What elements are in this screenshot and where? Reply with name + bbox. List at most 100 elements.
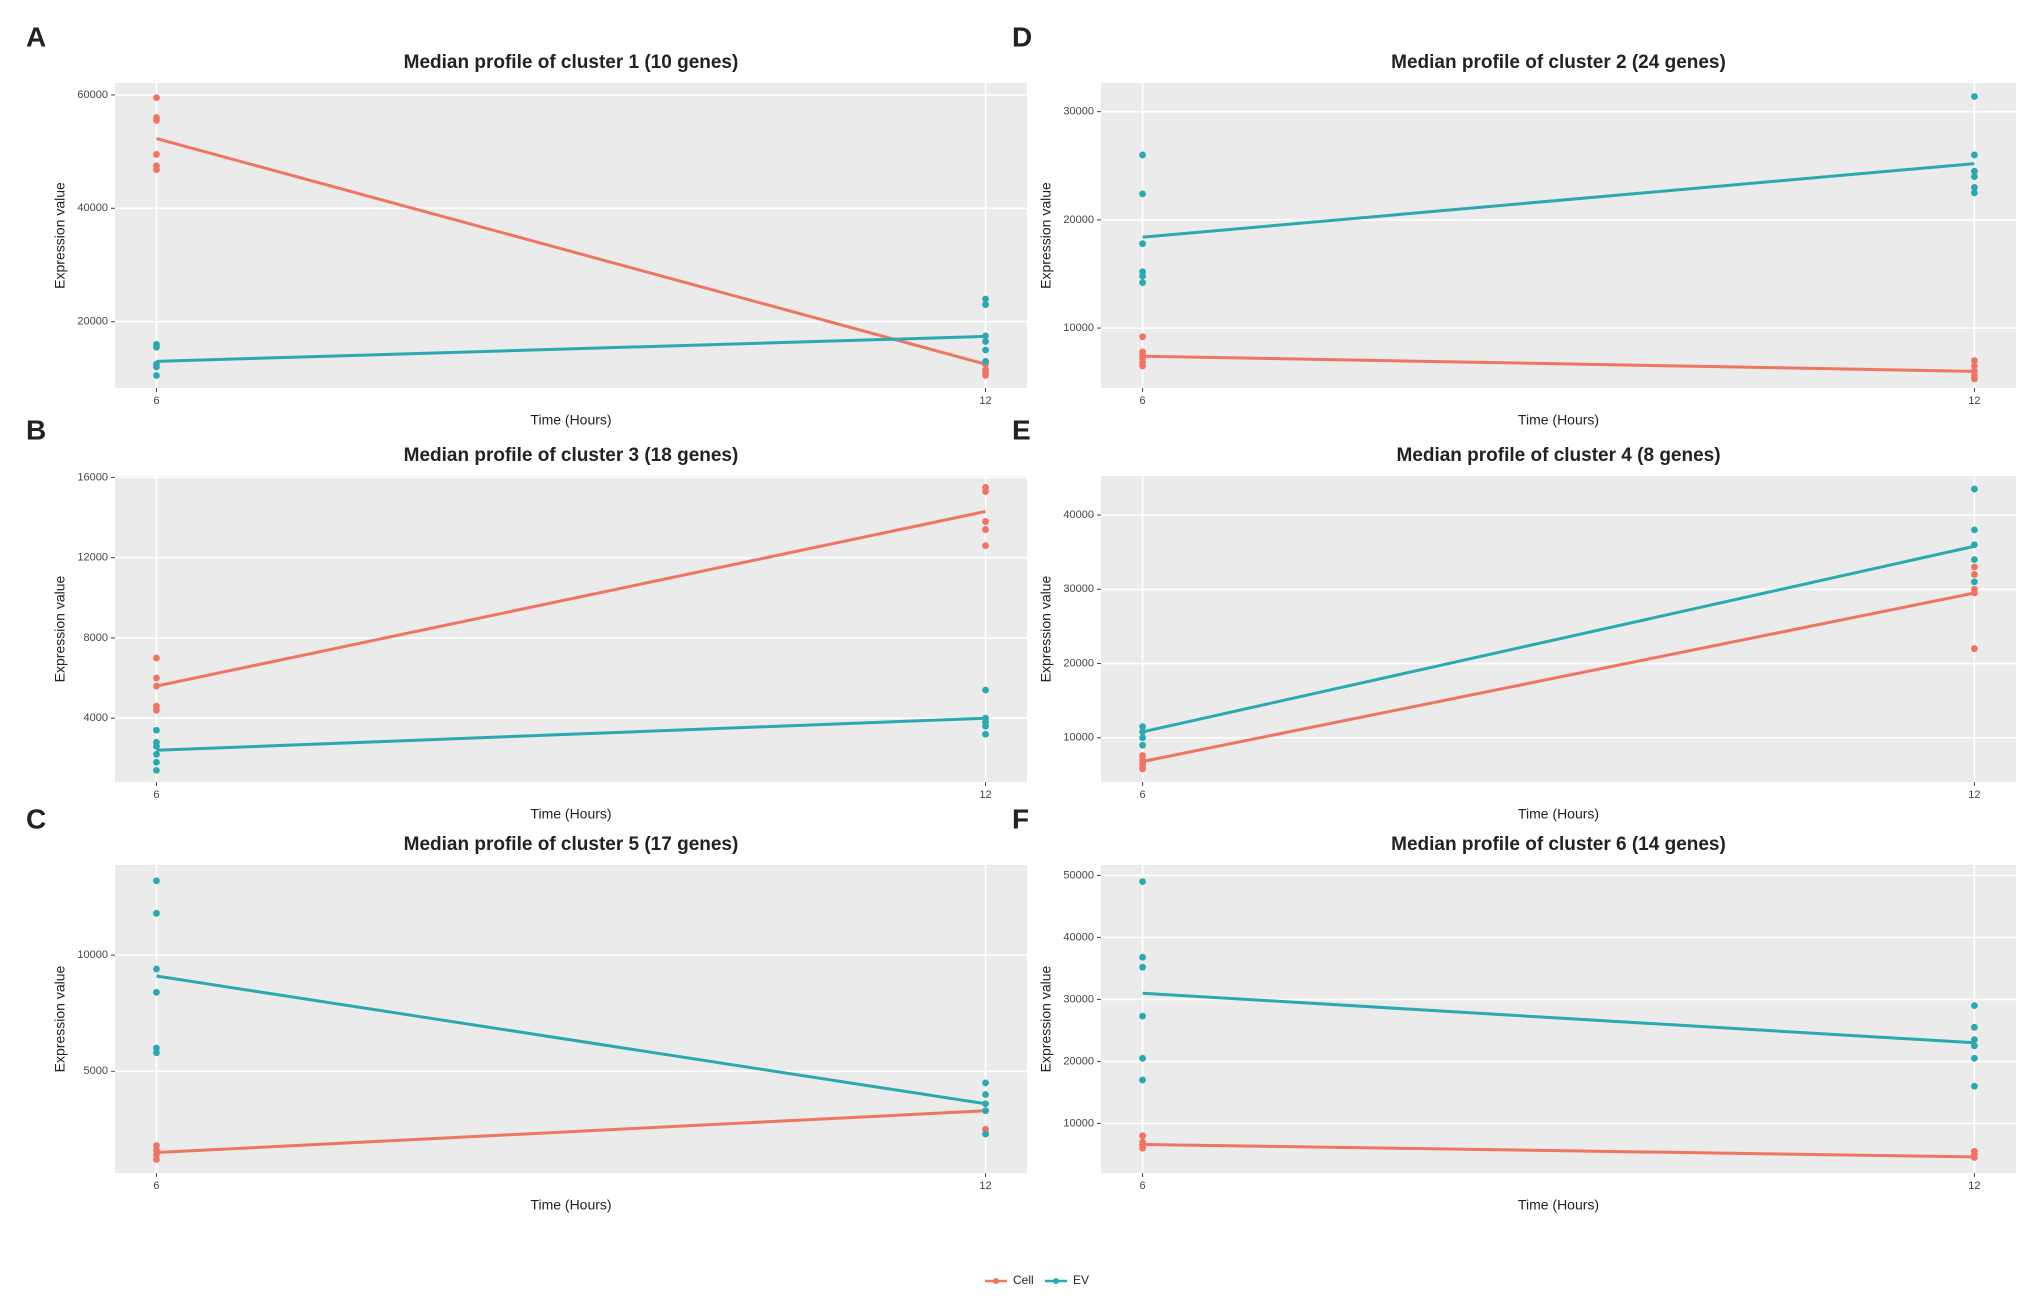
data-point [982,730,989,738]
data-point [1139,333,1146,341]
data-point [1971,1082,1978,1090]
data-point [982,488,989,495]
y-tick-label: 8000 [84,632,108,644]
data-point [1139,272,1146,280]
data-point [982,526,989,533]
data-point [153,766,160,774]
data-point [1971,1042,1978,1050]
panel-letter: A [26,21,46,52]
data-point [153,94,160,102]
data-point [1139,878,1146,886]
x-axis-title: Time (Hours) [530,1197,611,1213]
y-tick-label: 30000 [1063,106,1094,118]
data-point [153,1142,160,1149]
y-tick-label: 5000 [84,1065,108,1077]
y-tick-label: 40000 [1063,509,1094,521]
y-tick-label: 10000 [1063,1117,1094,1129]
median-line [1142,991,1975,1045]
data-point [1139,953,1146,961]
data-point [1971,1023,1978,1031]
data-point [1971,184,1978,191]
panel-letter: C [26,803,46,834]
y-tick-label: 20000 [1063,1055,1094,1067]
data-point [153,750,160,758]
y-tick-label: 10000 [77,949,108,961]
median-line [1142,591,1975,763]
data-point [153,654,160,662]
panel-letter: B [26,414,46,445]
x-tick-label: 12 [1968,1180,1980,1192]
legend-key-point [1053,1278,1059,1284]
x-tick-label: 6 [153,789,159,801]
data-point [1971,571,1978,578]
data-point [1971,541,1978,549]
data-point [153,117,160,124]
data-point [1971,93,1978,100]
chart-title: Median profile of cluster 3 (18 genes) [404,445,739,466]
data-point [1139,1054,1146,1062]
data-point [1139,151,1146,159]
chart-title: Median profile of cluster 6 (14 genes) [1391,834,1726,855]
median-line [1142,354,1975,373]
data-point [1139,240,1146,248]
median-line [156,974,986,1106]
data-point [1139,279,1146,287]
median-line [156,334,986,363]
data-point [1139,723,1146,731]
data-point [1139,765,1146,773]
data-point [1971,173,1978,180]
plot-background [1101,83,2016,388]
data-point [153,726,160,734]
legend-label: Cell [1013,1273,1034,1287]
x-tick-label: 12 [979,395,991,407]
data-point [982,1079,989,1087]
data-point [1971,1036,1978,1044]
x-tick-label: 12 [1968,789,1980,801]
data-point [153,742,160,750]
panel-letter: E [1012,414,1031,445]
data-point [1971,563,1978,571]
chart-title: Median profile of cluster 4 (8 genes) [1396,445,1720,466]
data-point [153,909,160,917]
x-tick-label: 6 [1140,395,1146,407]
plot-background [1101,476,2016,782]
median-line [1142,1142,1975,1159]
x-tick-label: 12 [979,1180,991,1192]
panel-letter: F [1012,803,1029,834]
data-point [982,1107,989,1115]
plot-background [115,83,1027,388]
data-point [982,295,989,303]
data-point [1971,1154,1978,1161]
x-axis-title: Time (Hours) [1518,806,1599,822]
y-axis-title: Expression value [1038,182,1054,289]
data-point [982,338,989,345]
data-point [1971,151,1978,159]
data-point [1971,645,1978,653]
y-tick-label: 40000 [77,202,108,214]
plot-background [115,476,1027,782]
y-axis-title: Expression value [52,965,68,1072]
data-point [982,722,989,730]
y-axis-title: Expression value [52,182,68,289]
x-axis-title: Time (Hours) [530,806,611,822]
data-point [1139,190,1146,198]
y-tick-label: 4000 [84,712,108,724]
y-tick-label: 60000 [77,89,108,101]
data-point [153,674,160,682]
data-point [153,363,160,371]
data-point [153,1151,160,1159]
data-point [1139,362,1146,370]
data-point [982,518,989,525]
y-tick-label: 10000 [1063,322,1094,334]
data-point [153,1044,160,1052]
data-point [1139,1076,1146,1084]
data-point [153,151,160,158]
data-point [153,706,160,714]
y-tick-label: 40000 [1063,931,1094,943]
data-point [1139,734,1146,742]
data-point [153,682,160,690]
y-tick-label: 20000 [77,316,108,328]
data-point [1139,1132,1146,1140]
data-point [1971,167,1978,175]
